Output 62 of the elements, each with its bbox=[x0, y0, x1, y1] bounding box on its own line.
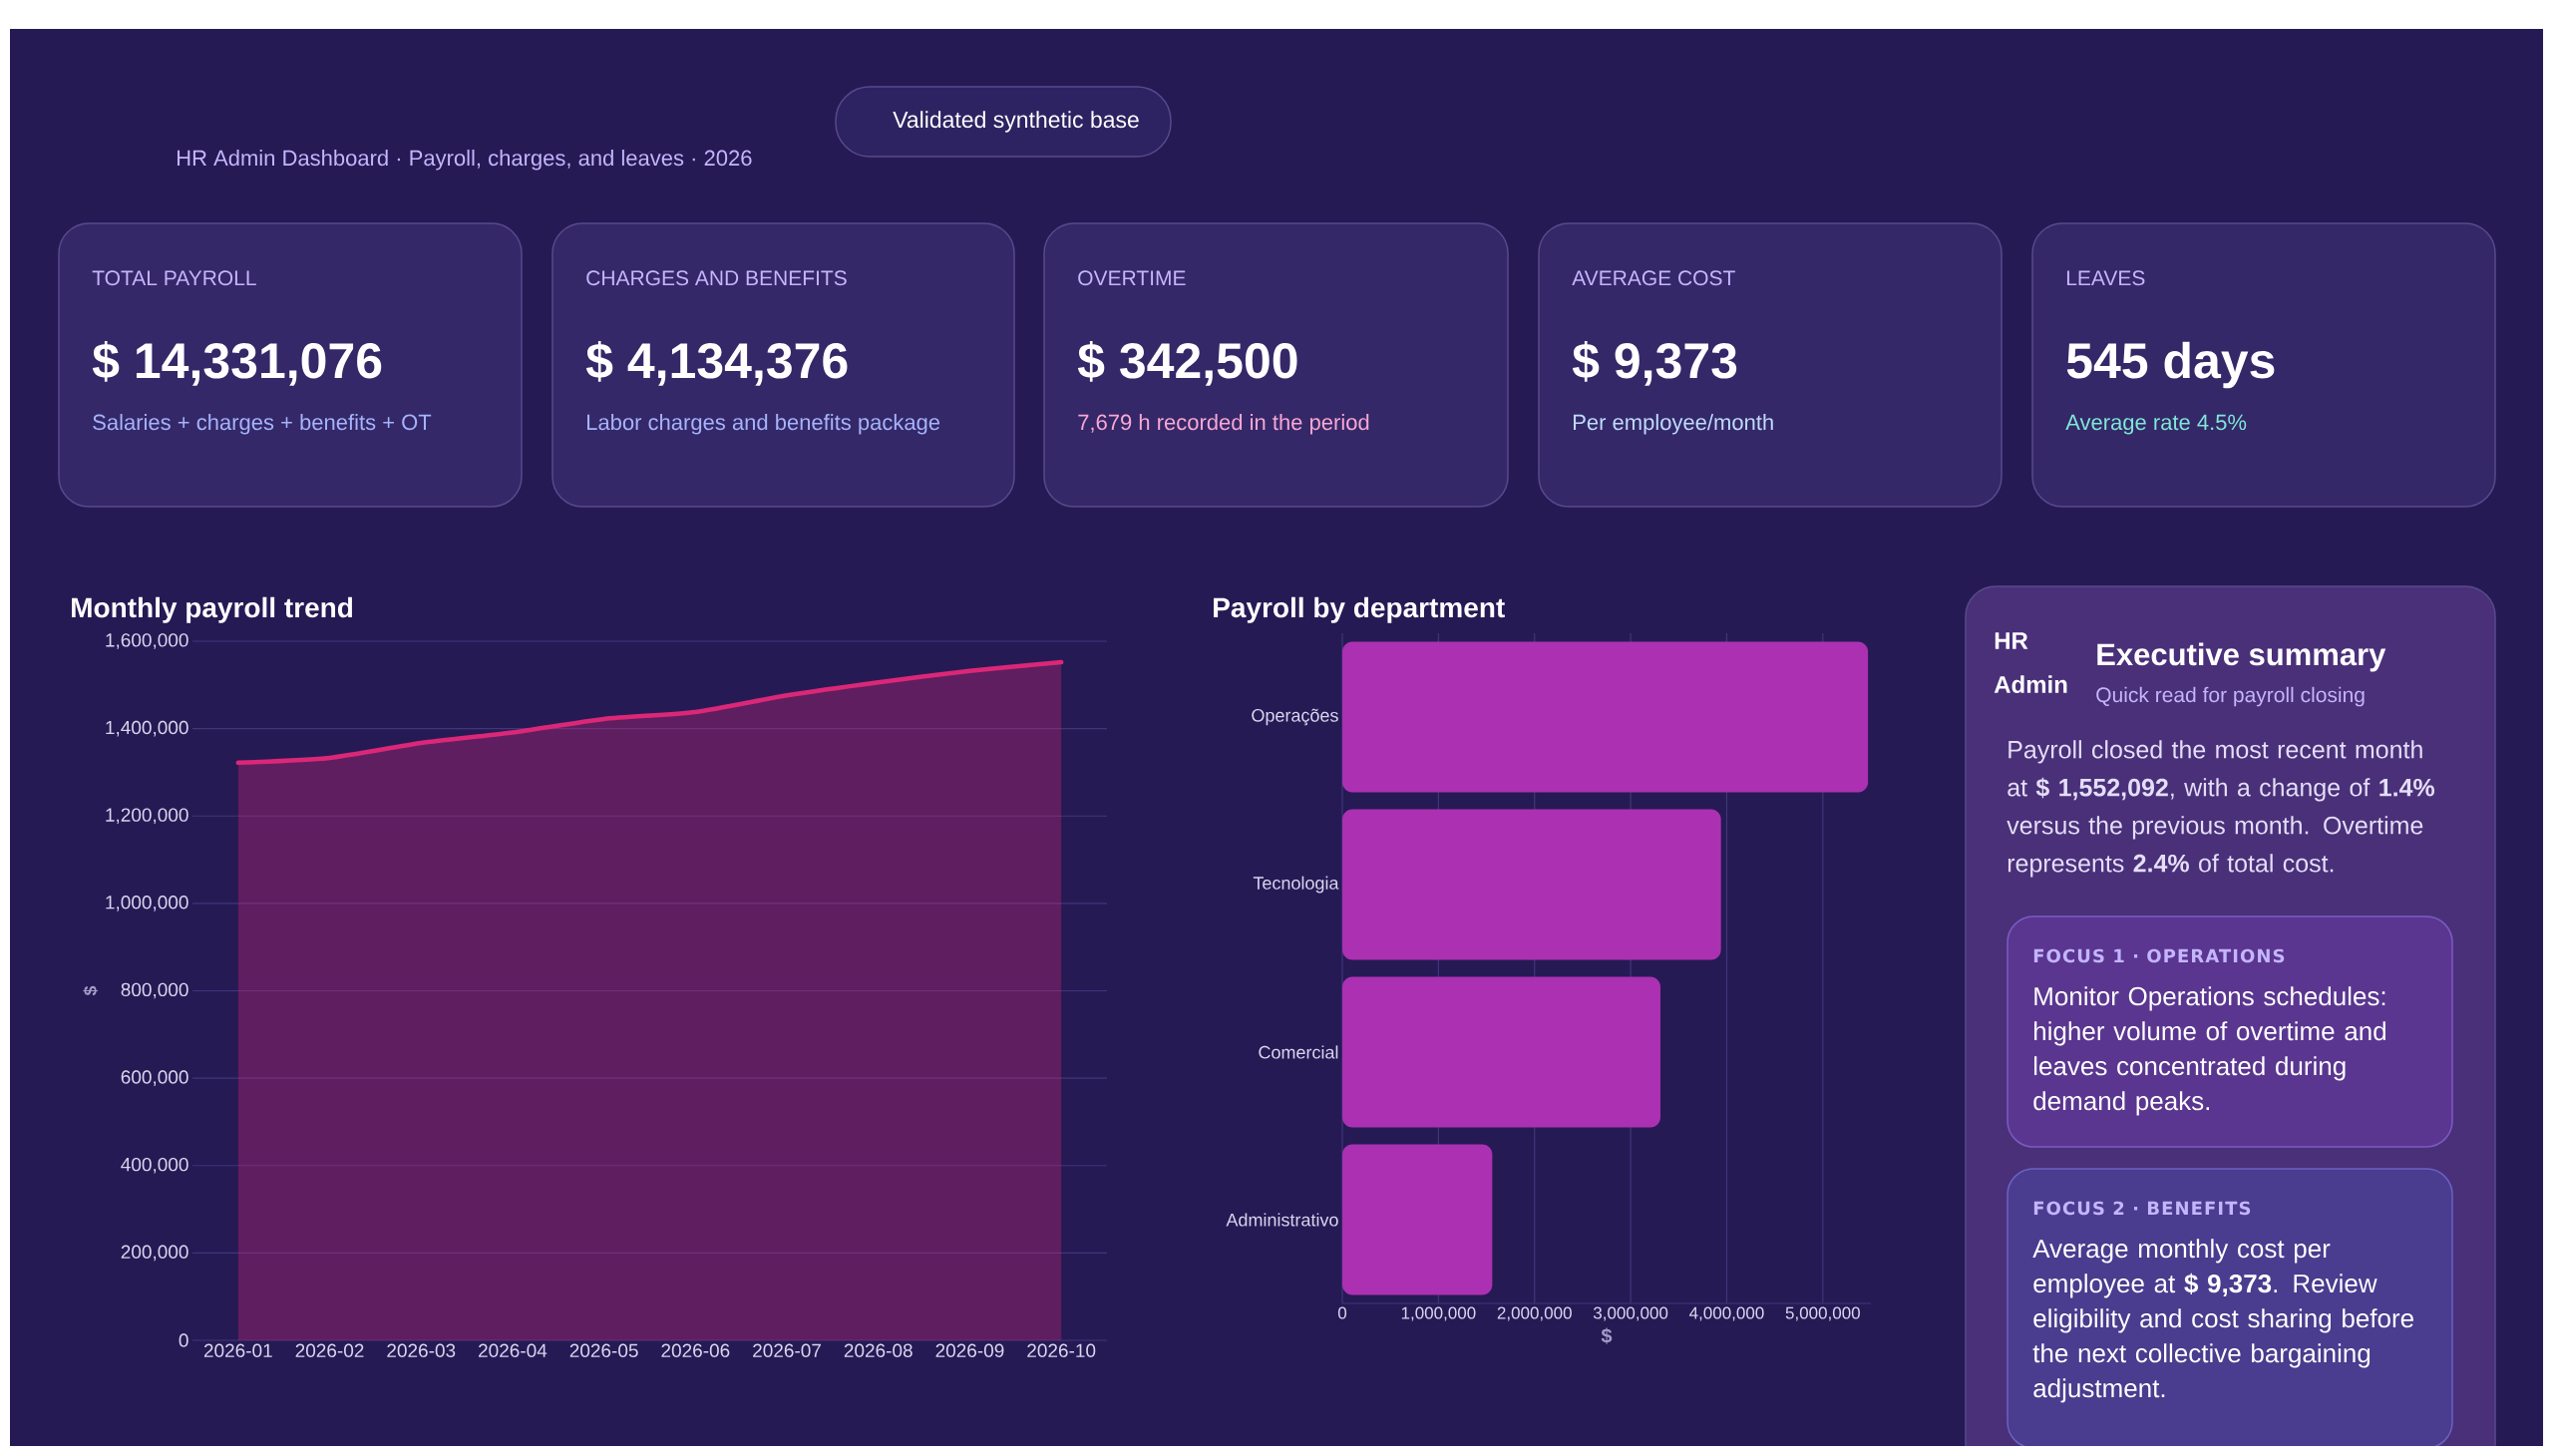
text: HR Admin Dashboard · Payroll, charges, and leaves · 2026 bbox=[178, 150, 752, 171]
y-tick-label: 600,000 bbox=[121, 1070, 188, 1086]
bar bbox=[1342, 976, 1660, 1128]
y-tick-label: 1,000,000 bbox=[106, 896, 188, 911]
text: Payroll closed the most recent month at $ 1,552,092, with a change of 1.4% versus the previous month. Overtime represents 2.4% of total cost. bbox=[2006, 740, 2435, 878]
text: FOCUS 2 · BENEFITS bbox=[2033, 1201, 2251, 1216]
x-tick-label: 2026-03 bbox=[387, 1343, 456, 1357]
y-tick-label: 200,000 bbox=[121, 1245, 188, 1262]
y-axis-title: $ bbox=[83, 985, 99, 996]
x-tick-label: 2026-07 bbox=[753, 1343, 821, 1357]
x-tick-label: 4,000,000 bbox=[1689, 1306, 1764, 1321]
y-tick-label: Administrativo bbox=[1226, 1213, 1338, 1227]
y-tick-label: 800,000 bbox=[121, 982, 188, 999]
y-tick-label: Tecnologia bbox=[1253, 876, 1339, 894]
text: Average rate 4.5% bbox=[2065, 414, 2247, 435]
text: Per employee/month bbox=[1574, 414, 1773, 435]
bar bbox=[1342, 641, 1869, 793]
x-tick-label: 2026-01 bbox=[203, 1343, 272, 1357]
x-tick-label: 2026-05 bbox=[569, 1343, 638, 1357]
text: LEAVES bbox=[2066, 270, 2145, 286]
x-tick-label: 2026-10 bbox=[1027, 1343, 1096, 1357]
text: $ 9,373 bbox=[1572, 340, 1737, 386]
text: Executive summary bbox=[2097, 642, 2386, 672]
text: 7,679 h recorded in the period bbox=[1078, 414, 1369, 435]
y-tick-label: Comercial bbox=[1259, 1045, 1338, 1059]
x-axis-title: $ bbox=[1601, 1327, 1613, 1344]
x-tick-label: 2026-09 bbox=[935, 1343, 1004, 1357]
x-tick-label: 2026-08 bbox=[844, 1343, 912, 1357]
chart-title: Payroll by department bbox=[1214, 596, 1505, 623]
y-tick-label: 400,000 bbox=[121, 1157, 188, 1174]
bar bbox=[1342, 1144, 1493, 1295]
text: Labor charges and benefits package bbox=[587, 414, 940, 435]
y-tick-label: 1,400,000 bbox=[106, 720, 188, 737]
text: $ 4,134,376 bbox=[585, 340, 848, 386]
text: Monitor Operations schedules: higher volume of overtime and leaves concentrated during demand peaks. bbox=[2033, 986, 2385, 1116]
y-tick-label: Operações bbox=[1252, 708, 1338, 726]
text: Average monthly cost per employee at $ 9,373. Review eligibility and cost sharing before the next collective bargaining adjustment. bbox=[2032, 1239, 2413, 1403]
x-tick-label: 0 bbox=[1337, 1306, 1347, 1319]
x-tick-label: 1,000,000 bbox=[1401, 1306, 1476, 1321]
text: $ 14,331,076 bbox=[92, 340, 382, 386]
x-tick-label: 2026-02 bbox=[295, 1343, 364, 1357]
text: Validated synthetic base bbox=[893, 111, 1139, 133]
chart-title: Monthly payroll trend bbox=[72, 596, 353, 623]
y-tick-label: 1,200,000 bbox=[106, 808, 188, 825]
text: CHARGES AND BENEFITS bbox=[586, 270, 847, 286]
text: Quick read for payroll closing bbox=[2096, 686, 2365, 707]
y-tick-label: 1,600,000 bbox=[106, 633, 188, 649]
x-tick-label: 2026-04 bbox=[479, 1343, 547, 1357]
x-tick-label: 2,000,000 bbox=[1497, 1306, 1572, 1321]
x-tick-label: 2026-06 bbox=[661, 1343, 730, 1357]
text: AVERAGE COST bbox=[1572, 270, 1735, 286]
text: Salaries + charges + benefits + OT bbox=[93, 414, 432, 435]
y-tick-label: 0 bbox=[179, 1333, 188, 1347]
text: FOCUS 1 · OPERATIONS bbox=[2033, 948, 2285, 963]
text: TOTAL PAYROLL bbox=[92, 270, 256, 286]
text: HR Admin bbox=[1994, 632, 2067, 693]
text: OVERTIME bbox=[1078, 270, 1186, 286]
text: 545 days bbox=[2066, 341, 2275, 389]
text: $ 342,500 bbox=[1077, 340, 1297, 386]
bar bbox=[1342, 809, 1721, 960]
x-tick-label: 3,000,000 bbox=[1593, 1306, 1668, 1321]
x-tick-label: 5,000,000 bbox=[1785, 1306, 1860, 1321]
